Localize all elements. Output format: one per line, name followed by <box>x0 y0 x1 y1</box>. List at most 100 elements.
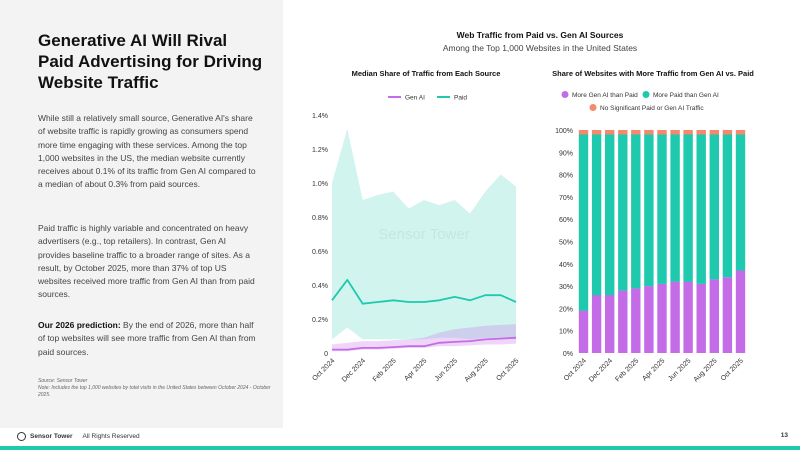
prediction-text: By the end of 2026, more than half of to… <box>38 320 256 357</box>
bar-more-gen-ai-than-paid <box>722 277 733 353</box>
left-panel <box>0 0 283 428</box>
source-text: Source: Sensor Tower <box>38 378 88 384</box>
bottom-accent-bar <box>0 446 800 450</box>
y-tick-label: 80% <box>559 173 573 180</box>
sensor-tower-logo-icon <box>17 432 26 441</box>
legend-swatch-no-significant-paid-or-gen-ai-traffic <box>589 104 597 111</box>
y-tick-label: 50% <box>559 240 573 247</box>
bar-more-gen-ai-than-paid <box>605 295 615 353</box>
footer-brand: Sensor Tower <box>30 433 73 440</box>
x-tick-label: Jun 2025 <box>434 357 459 382</box>
bar-more-paid-than-gen-ai <box>631 134 641 289</box>
y-tick-label: 0 <box>324 351 328 358</box>
main-title: Web Traffic from Paid vs. Gen AI Sources <box>456 30 624 40</box>
bar-no-significant-paid-or-gen-ai-traffic <box>631 130 641 135</box>
paragraph-1: While still a relatively small source, G… <box>38 113 256 190</box>
y-tick-label: 10% <box>559 329 573 336</box>
x-tick-label: Feb 2025 <box>614 357 640 383</box>
y-tick-label: 1.4% <box>312 113 328 120</box>
y-tick-label: 40% <box>559 262 573 269</box>
bar-more-gen-ai-than-paid <box>591 295 602 353</box>
source-block: Source: Sensor Tower Note: Includes the … <box>38 378 278 399</box>
x-tick-label: Oct 2025 <box>495 357 520 382</box>
x-tick-label: Jun 2025 <box>667 357 692 382</box>
y-tick-label: 1.0% <box>312 181 328 188</box>
x-tick-label: Oct 2024 <box>563 357 588 382</box>
bar-more-gen-ai-than-paid <box>670 281 680 353</box>
bar-more-paid-than-gen-ai <box>670 134 680 282</box>
legend-label-more-gen-ai-than-paid: More Gen AI than Paid <box>572 92 638 99</box>
bar-chart: Share of Websites with More Traffic from… <box>552 69 754 384</box>
bar-no-significant-paid-or-gen-ai-traffic <box>644 130 654 135</box>
bar-more-paid-than-gen-ai <box>709 134 719 280</box>
watermark: Sensor Tower <box>378 226 469 243</box>
bar-more-gen-ai-than-paid <box>578 310 589 353</box>
legend-swatch-more-paid-than-gen-ai <box>642 91 650 98</box>
paragraph-2: Paid traffic is highly variable and conc… <box>38 223 255 300</box>
bar-more-paid-than-gen-ai <box>657 134 667 284</box>
y-tick-label: 0.6% <box>312 249 328 256</box>
band-gen-ai <box>332 324 516 352</box>
bar-no-significant-paid-or-gen-ai-traffic <box>605 130 615 135</box>
bar-no-significant-paid-or-gen-ai-traffic <box>735 130 746 135</box>
bar-no-significant-paid-or-gen-ai-traffic <box>722 130 733 135</box>
y-tick-label: 0.2% <box>312 317 328 324</box>
legend-label-paid: Paid <box>454 95 467 102</box>
bar-more-gen-ai-than-paid <box>618 290 628 353</box>
x-tick-label: Dec 2024 <box>588 357 614 383</box>
x-tick-label: Feb 2025 <box>372 357 398 383</box>
line-chart-title: Median Share of Traffic from Each Source <box>352 69 501 78</box>
bar-more-gen-ai-than-paid <box>657 283 667 353</box>
bar-more-paid-than-gen-ai <box>683 134 693 282</box>
page-number: 13 <box>780 432 788 439</box>
note-text: Note: Includes the top 1,000 websites by… <box>38 385 271 398</box>
legend-label-more-paid-than-gen-ai: More Paid than Gen AI <box>653 92 719 99</box>
bar-more-gen-ai-than-paid <box>696 283 706 353</box>
y-tick-label: 0.8% <box>312 215 328 222</box>
bar-no-significant-paid-or-gen-ai-traffic <box>591 130 602 135</box>
y-tick-label: 0.4% <box>312 283 328 290</box>
bar-no-significant-paid-or-gen-ai-traffic <box>670 130 680 135</box>
band-paid <box>332 128 516 340</box>
bar-more-paid-than-gen-ai <box>735 134 746 271</box>
bar-more-paid-than-gen-ai <box>722 134 733 278</box>
bar-more-paid-than-gen-ai <box>605 134 615 296</box>
x-tick-label: Oct 2025 <box>720 357 745 382</box>
headline: Generative AI Will Rival Paid Advertisin… <box>38 31 263 92</box>
footer-logo: Sensor Tower All Rights Reserved <box>17 432 140 441</box>
bar-no-significant-paid-or-gen-ai-traffic <box>618 130 628 135</box>
y-tick-label: 20% <box>559 306 573 313</box>
bar-no-significant-paid-or-gen-ai-traffic <box>683 130 693 135</box>
line-chart: Median Share of Traffic from Each Source… <box>311 69 520 384</box>
bar-more-paid-than-gen-ai <box>644 134 654 287</box>
bar-no-significant-paid-or-gen-ai-traffic <box>696 130 706 135</box>
bar-more-paid-than-gen-ai <box>591 134 602 296</box>
bar-no-significant-paid-or-gen-ai-traffic <box>578 130 589 135</box>
bar-more-gen-ai-than-paid <box>683 281 693 353</box>
y-tick-label: 0% <box>563 351 573 358</box>
y-tick-label: 70% <box>559 195 573 202</box>
bar-more-paid-than-gen-ai <box>618 134 628 291</box>
bar-more-gen-ai-than-paid <box>735 270 746 353</box>
y-tick-label: 90% <box>559 150 573 157</box>
x-tick-label: Oct 2024 <box>311 357 336 382</box>
bar-no-significant-paid-or-gen-ai-traffic <box>709 130 719 135</box>
legend-label-no-significant-paid-or-gen-ai-traffic: No Significant Paid or Gen AI Traffic <box>600 105 704 112</box>
y-tick-label: 1.2% <box>312 147 328 154</box>
main-subtitle: Among the Top 1,000 Websites in the Unit… <box>442 43 638 53</box>
bar-chart-title: Share of Websites with More Traffic from… <box>552 69 754 78</box>
y-tick-label: 100% <box>555 128 573 135</box>
y-tick-label: 30% <box>559 284 573 291</box>
x-tick-label: Dec 2024 <box>341 357 367 383</box>
prediction-label: Our 2026 prediction: <box>38 320 121 330</box>
bar-more-gen-ai-than-paid <box>644 286 654 353</box>
bar-more-gen-ai-than-paid <box>709 279 719 353</box>
x-tick-label: Aug 2025 <box>464 357 490 383</box>
prediction-paragraph: Our 2026 prediction: By the end of 2026,… <box>38 319 260 359</box>
bar-more-paid-than-gen-ai <box>578 134 589 311</box>
bar-more-gen-ai-than-paid <box>631 288 641 353</box>
y-tick-label: 60% <box>559 217 573 224</box>
x-tick-label: Aug 2025 <box>693 357 719 383</box>
bar-no-significant-paid-or-gen-ai-traffic <box>657 130 667 135</box>
bar-more-paid-than-gen-ai <box>696 134 706 284</box>
